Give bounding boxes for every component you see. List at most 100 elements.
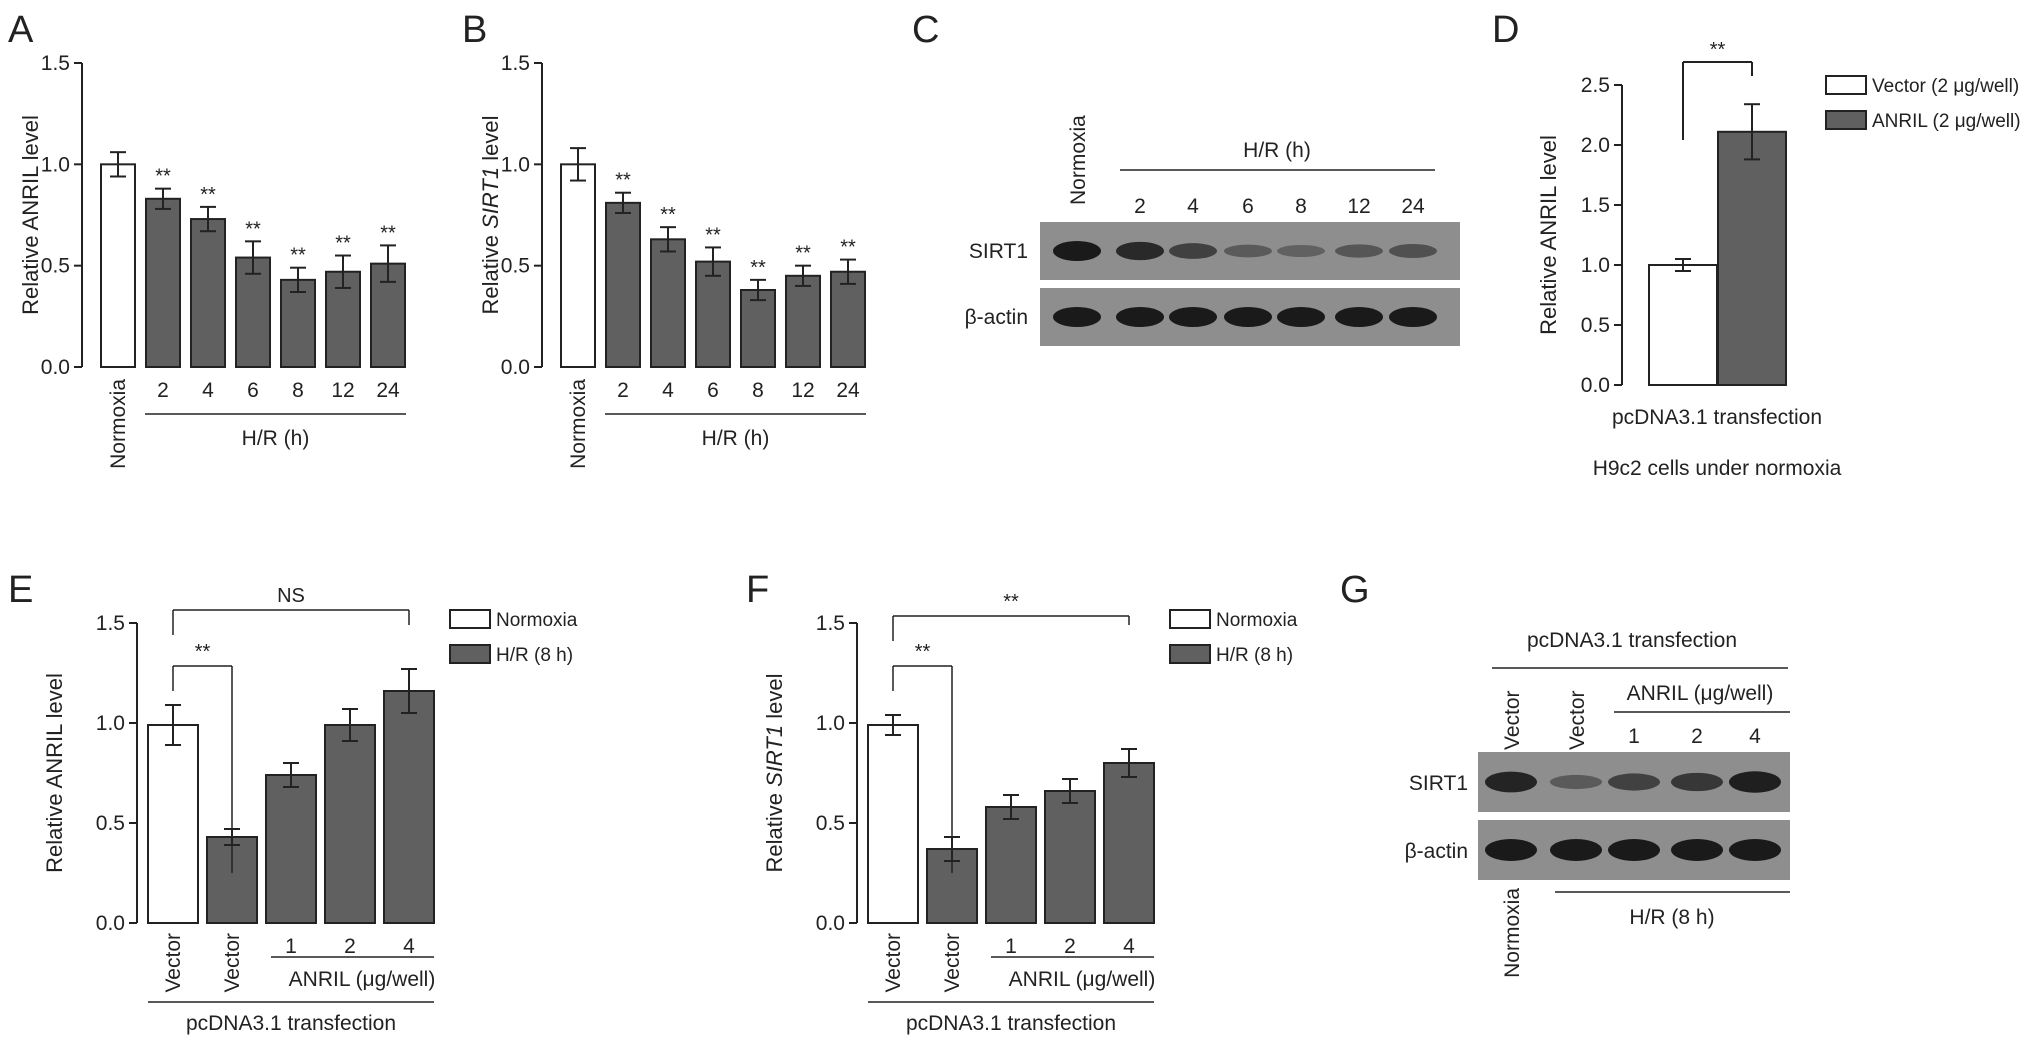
- bar: [145, 197, 181, 368]
- x-category-label: 4: [403, 935, 415, 958]
- significance-label: **: [195, 641, 211, 663]
- legend-label: H/R (8 h): [496, 645, 573, 666]
- panel-letter-c: C: [912, 9, 939, 51]
- y-tick-label: 1.0: [96, 712, 125, 735]
- legend-swatch: [1825, 110, 1867, 130]
- x-category-label: Normoxia: [567, 379, 590, 469]
- x-category-label: 4: [202, 379, 214, 402]
- blot-row-label: SIRT1: [1409, 772, 1468, 795]
- y-tick-label: 1.5: [96, 612, 125, 635]
- y-tick-label: 1.5: [41, 52, 70, 75]
- panel-letter-f: F: [746, 569, 769, 611]
- bar: [830, 270, 866, 369]
- lane-label: Normoxia: [1067, 115, 1090, 205]
- group-label: H/R (h): [702, 427, 770, 450]
- panel-letter-b: B: [462, 9, 487, 51]
- blot-band: [1224, 307, 1272, 327]
- bar: [280, 278, 316, 368]
- bar: [560, 163, 596, 368]
- legend-label: Normoxia: [1216, 610, 1298, 631]
- y-tick-label: 1.0: [41, 153, 70, 176]
- x-axis-label: pcDNA3.1 transfection: [1612, 406, 1822, 429]
- x-category-label: 24: [836, 379, 860, 402]
- significance-label: **: [915, 641, 931, 663]
- significance-label: **: [615, 170, 631, 192]
- bar: [650, 238, 686, 369]
- chart-panel-e: 0.0 0.5 1.0 1.5 Relative ANRIL level ** NS Vect…: [42, 585, 578, 1035]
- blot-band: [1550, 774, 1602, 790]
- bar: [100, 163, 136, 368]
- significance-label: **: [750, 257, 766, 279]
- significance-label: **: [660, 204, 676, 226]
- bar: [147, 724, 199, 924]
- bar: [695, 260, 731, 369]
- bar: [235, 256, 271, 368]
- lane-label: Vector: [1501, 690, 1524, 750]
- blot-band: [1729, 771, 1781, 793]
- x-category-label: 12: [791, 379, 814, 402]
- y-tick-label: 0.5: [1581, 314, 1610, 337]
- blot-band: [1335, 244, 1383, 258]
- x-category-label: 2: [157, 379, 169, 402]
- x-category-label: Vector: [162, 933, 185, 993]
- x-category-label: 8: [292, 379, 304, 402]
- significance-label: **: [380, 222, 396, 244]
- top-label: pcDNA3.1 transfection: [1527, 629, 1737, 652]
- blot-band: [1224, 244, 1272, 258]
- x-category-label: 1: [285, 935, 297, 958]
- bar: [190, 218, 226, 368]
- x-category-label: 2: [1064, 935, 1076, 958]
- blot-band: [1608, 839, 1660, 861]
- blot-band: [1729, 839, 1781, 861]
- significance-label: **: [1003, 591, 1019, 613]
- bar: [985, 806, 1037, 924]
- y-tick-label: 0.0: [816, 912, 845, 935]
- y-tick-label: 2.0: [1581, 134, 1610, 157]
- panel-letter-e: E: [8, 569, 33, 611]
- bar: [785, 274, 821, 368]
- x-category-label: Vector: [221, 933, 244, 993]
- legend-label: Vector (2 μg/well): [1872, 76, 2019, 97]
- x-axis-label: pcDNA3.1 transfection: [186, 1012, 396, 1035]
- bar: [605, 201, 641, 368]
- y-axis-label: Relative SIRT1 level: [478, 116, 503, 315]
- bar: [1044, 790, 1096, 924]
- y-tick-label: 0.5: [816, 812, 845, 835]
- bar: [1717, 130, 1787, 386]
- blot-band: [1671, 839, 1723, 861]
- y-tick-label: 1.5: [816, 612, 845, 635]
- bar: [383, 690, 435, 924]
- significance-label: **: [290, 245, 306, 267]
- y-tick-label: 0.0: [96, 912, 125, 935]
- y-axis-label: Relative ANRIL level: [42, 673, 67, 873]
- lane-label: 2: [1691, 725, 1703, 748]
- x-axis-label: pcDNA3.1 transfection: [906, 1012, 1116, 1035]
- blot-band: [1389, 307, 1437, 327]
- chart-panel-a: 0.0 0.5 1.0 1.5 Relative ANRIL level ** ** ** **…: [18, 52, 406, 469]
- y-tick-label: 1.5: [1581, 194, 1610, 217]
- lane-label: 12: [1347, 195, 1370, 218]
- blot-band: [1608, 773, 1660, 791]
- blot-band: [1116, 241, 1164, 261]
- blot-band: [1389, 244, 1437, 258]
- x-category-label: 6: [247, 379, 259, 402]
- bottom-label: H/R (8 h): [1629, 906, 1714, 929]
- group-label: H/R (h): [1243, 139, 1311, 162]
- lane-label: 4: [1749, 725, 1761, 748]
- lane-label: 24: [1401, 195, 1425, 218]
- group-label: H/R (h): [242, 427, 310, 450]
- x-category-label: 24: [376, 379, 400, 402]
- chart-panel-d: 0.0 0.5 1.0 1.5 2.0 2.5 Relative ANRIL level **…: [1536, 39, 2021, 480]
- blot-row-label: β-actin: [965, 306, 1028, 329]
- bar: [1648, 264, 1718, 386]
- x-category-label: 12: [331, 379, 354, 402]
- significance-label: NS: [277, 585, 305, 607]
- x-category-label: 2: [617, 379, 629, 402]
- significance-label: **: [200, 184, 216, 206]
- y-tick-label: 1.0: [816, 712, 845, 735]
- bar: [324, 724, 376, 924]
- y-tick-label: 0.0: [501, 356, 530, 379]
- caption: H9c2 cells under normoxia: [1593, 457, 1842, 480]
